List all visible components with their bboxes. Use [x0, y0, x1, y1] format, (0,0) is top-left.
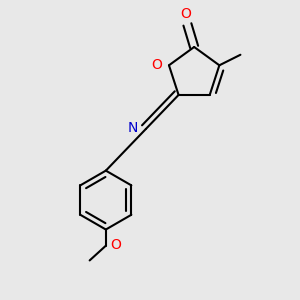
Text: N: N	[128, 121, 139, 134]
Text: O: O	[152, 58, 163, 72]
Text: O: O	[111, 238, 122, 252]
Text: O: O	[181, 7, 191, 21]
